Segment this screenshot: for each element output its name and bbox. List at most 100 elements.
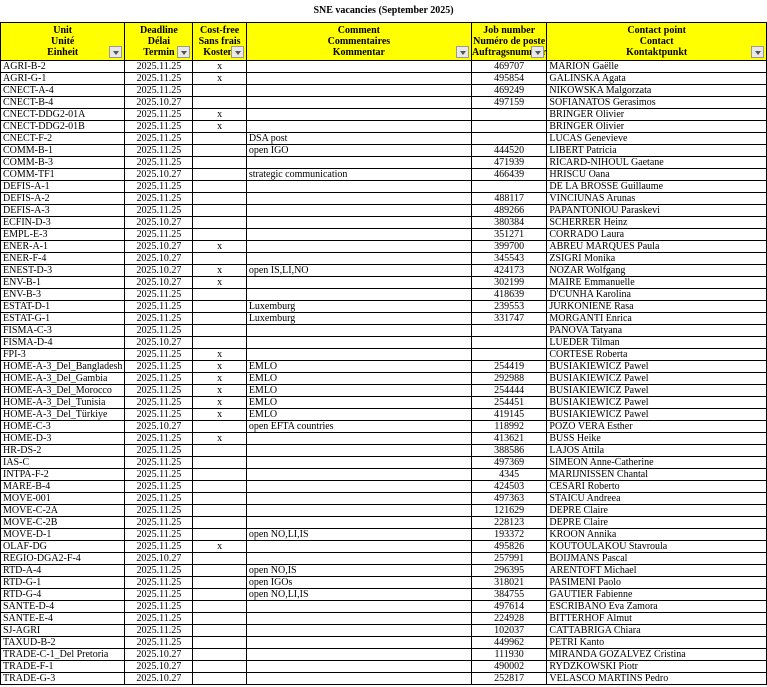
cell-unit[interactable]: HOME-C-3 — [0, 420, 126, 433]
cell-cost-free[interactable] — [192, 228, 247, 241]
cell-contact-point[interactable]: PETRI Kanto — [546, 636, 767, 649]
cell-job-number[interactable]: 257991 — [470, 552, 548, 565]
cell-comment[interactable]: Luxemburg — [245, 312, 472, 325]
cell-job-number[interactable]: 380384 — [470, 216, 548, 229]
cell-comment[interactable]: strategic communication — [245, 168, 472, 181]
cell-job-number[interactable]: 424173 — [470, 264, 548, 277]
cell-unit[interactable]: ENV-B-1 — [0, 276, 126, 289]
cell-cost-free[interactable] — [192, 144, 247, 157]
cell-unit[interactable]: HOME-A-3_Del_Bangladesh — [0, 360, 126, 373]
cell-deadline[interactable]: 2025.11.25 — [124, 636, 194, 649]
cell-cost-free[interactable]: x — [192, 384, 247, 397]
cell-comment[interactable] — [245, 612, 472, 625]
cell-comment[interactable]: DSA post — [245, 132, 472, 145]
cell-contact-point[interactable]: CORTESE Roberta — [546, 348, 767, 361]
cell-unit[interactable]: OLAF-DG — [0, 540, 126, 553]
cell-contact-point[interactable]: CORRADO Laura — [546, 228, 767, 241]
cell-contact-point[interactable]: POZO VERA Esther — [546, 420, 767, 433]
cell-unit[interactable]: SJ-AGRI — [0, 624, 126, 637]
cell-contact-point[interactable]: BUSIAKIEWICZ Pawel — [546, 360, 767, 373]
cell-job-number[interactable] — [470, 336, 548, 349]
cell-job-number[interactable] — [470, 348, 548, 361]
cell-contact-point[interactable]: KROON Annika — [546, 528, 767, 541]
cell-deadline[interactable]: 2025.11.25 — [124, 180, 194, 193]
cell-contact-point[interactable]: ZSIGRI Monika — [546, 252, 767, 265]
cell-job-number[interactable]: 118992 — [470, 420, 548, 433]
cell-cost-free[interactable]: x — [192, 432, 247, 445]
cell-job-number[interactable] — [470, 120, 548, 133]
cell-unit[interactable]: RTD-A-4 — [0, 564, 126, 577]
cell-contact-point[interactable]: DEPRE Claire — [546, 516, 767, 529]
cell-deadline[interactable]: 2025.10.27 — [124, 648, 194, 661]
cell-deadline[interactable]: 2025.10.27 — [124, 276, 194, 289]
cell-comment[interactable] — [245, 444, 472, 457]
cell-contact-point[interactable]: LUCAS Genevieve — [546, 132, 767, 145]
cell-cost-free[interactable]: x — [192, 120, 247, 133]
cell-job-number[interactable]: 444520 — [470, 144, 548, 157]
cell-comment[interactable] — [245, 432, 472, 445]
cell-comment[interactable] — [245, 72, 472, 85]
cell-job-number[interactable] — [470, 180, 548, 193]
cell-comment[interactable] — [245, 180, 472, 193]
cell-job-number[interactable]: 384755 — [470, 588, 548, 601]
cell-deadline[interactable]: 2025.11.25 — [124, 600, 194, 613]
cell-comment[interactable]: EMLO — [245, 408, 472, 421]
cell-deadline[interactable]: 2025.11.25 — [124, 588, 194, 601]
cell-comment[interactable] — [245, 456, 472, 469]
cell-contact-point[interactable]: SCHERRER Heinz — [546, 216, 767, 229]
cell-cost-free[interactable] — [192, 636, 247, 649]
cell-cost-free[interactable] — [192, 168, 247, 181]
cell-unit[interactable]: TAXUD-B-2 — [0, 636, 126, 649]
cell-cost-free[interactable]: x — [192, 240, 247, 253]
cell-job-number[interactable]: 296395 — [470, 564, 548, 577]
cell-comment[interactable] — [245, 540, 472, 553]
cell-contact-point[interactable]: SIMEON Anne-Catherine — [546, 456, 767, 469]
cell-job-number[interactable]: 488117 — [470, 192, 548, 205]
cell-job-number[interactable]: 497369 — [470, 456, 548, 469]
cell-job-number[interactable]: 497614 — [470, 600, 548, 613]
cell-deadline[interactable]: 2025.11.25 — [124, 300, 194, 313]
cell-cost-free[interactable] — [192, 252, 247, 265]
cell-unit[interactable]: CNECT-A-4 — [0, 84, 126, 97]
cell-job-number[interactable]: 490002 — [470, 660, 548, 673]
cell-deadline[interactable]: 2025.11.25 — [124, 492, 194, 505]
cell-contact-point[interactable]: BUSIAKIEWICZ Pawel — [546, 408, 767, 421]
cell-cost-free[interactable] — [192, 84, 247, 97]
cell-unit[interactable]: HOME-A-3_Del_Türkiye — [0, 408, 126, 421]
cell-cost-free[interactable]: x — [192, 264, 247, 277]
cell-comment[interactable]: open NO,IS — [245, 564, 472, 577]
cell-deadline[interactable]: 2025.11.25 — [124, 408, 194, 421]
cell-comment[interactable]: EMLO — [245, 372, 472, 385]
cell-contact-point[interactable]: RYDZKOWSKI Piotr — [546, 660, 767, 673]
cell-deadline[interactable]: 2025.11.25 — [124, 204, 194, 217]
cell-job-number[interactable]: 466439 — [470, 168, 548, 181]
cell-comment[interactable] — [245, 156, 472, 169]
cell-contact-point[interactable]: ARENTOFT Michael — [546, 564, 767, 577]
cell-comment[interactable]: open IS,LI,NO — [245, 264, 472, 277]
cell-comment[interactable] — [245, 108, 472, 121]
cell-contact-point[interactable]: CESARI Roberto — [546, 480, 767, 493]
cell-cost-free[interactable] — [192, 312, 247, 325]
cell-unit[interactable]: IAS-C — [0, 456, 126, 469]
cell-comment[interactable]: Luxemburg — [245, 300, 472, 313]
cell-cost-free[interactable] — [192, 156, 247, 169]
cell-cost-free[interactable] — [192, 288, 247, 301]
cell-contact-point[interactable]: PAPANTONIOU Paraskevi — [546, 204, 767, 217]
cell-comment[interactable] — [245, 252, 472, 265]
cell-cost-free[interactable] — [192, 204, 247, 217]
cell-unit[interactable]: HOME-A-3_Del_Tunisia — [0, 396, 126, 409]
cell-unit[interactable]: RTD-G-4 — [0, 588, 126, 601]
cell-job-number[interactable] — [470, 132, 548, 145]
filter-dropdown-icon[interactable] — [751, 46, 764, 58]
cell-cost-free[interactable] — [192, 456, 247, 469]
cell-contact-point[interactable]: MAIRE Emmanuelle — [546, 276, 767, 289]
cell-comment[interactable] — [245, 492, 472, 505]
cell-job-number[interactable]: 388586 — [470, 444, 548, 457]
cell-contact-point[interactable]: D'CUNHA Karolina — [546, 288, 767, 301]
cell-comment[interactable] — [245, 660, 472, 673]
cell-unit[interactable]: DEFIS-A-3 — [0, 204, 126, 217]
cell-unit[interactable]: MOVE-C-2A — [0, 504, 126, 517]
cell-contact-point[interactable]: LUEDER Tilman — [546, 336, 767, 349]
cell-contact-point[interactable]: MARION Gaëlle — [546, 60, 767, 73]
cell-comment[interactable] — [245, 648, 472, 661]
